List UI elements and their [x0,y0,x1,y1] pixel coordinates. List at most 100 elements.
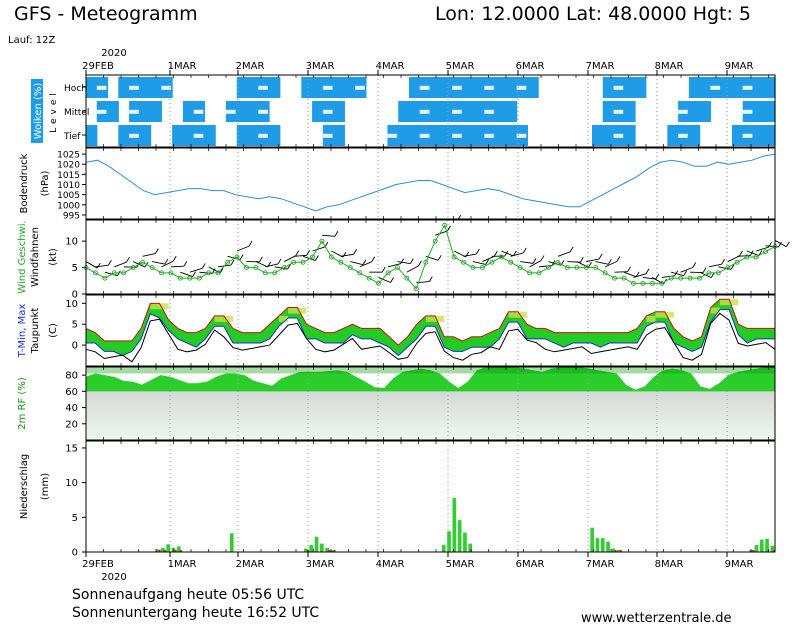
wind-point [432,238,438,244]
source-link[interactable]: www.wetterzentrale.de [581,611,731,625]
cloud-cell [473,125,485,146]
precip-bar [590,527,594,552]
cloud-gap [678,133,688,138]
precip-bar-snow [752,550,755,552]
date-label-top: 4MAR [376,61,405,72]
wind-point [734,259,740,265]
wind-barb-flag [201,263,206,269]
sunset-text: Sonnenuntergang heute 16:52 UTC [72,605,319,621]
wind-barb-flag [107,260,112,266]
cloud-cell [699,77,712,98]
cloud-cell [764,101,776,122]
wind-barb [142,253,156,257]
precip-bar-snow [179,550,182,552]
cloud-gap [258,85,268,90]
wind-barb [312,246,326,252]
date-label-top: 9MAR [725,61,754,72]
precip-bar [468,543,473,552]
precip-bar [611,548,616,552]
pressure-series-line [85,153,776,212]
wind-barb-flag [295,250,300,256]
wind-barb [576,261,589,268]
pressure-tick-label: 1000 [57,201,80,211]
wind-barb [340,253,354,257]
cloud-cell [247,77,259,98]
cloud-gap [419,85,430,90]
precip-bar-snow [614,550,617,552]
wind-point [697,275,702,281]
wind-tick-label: 0 [72,290,78,301]
cloud-gap [742,133,753,138]
wind-barb-flag [785,241,790,247]
wind-point [583,265,589,271]
panel-frame [85,294,776,367]
date-label-top: 7MAR [586,61,615,72]
cloud-cell [204,125,216,146]
cloud-gap [193,109,204,114]
chart-title: GFS - Meteogramm [14,3,198,25]
wind-point [630,280,636,286]
wind-barb-flag [645,268,650,275]
cloud-cell [602,101,615,122]
precip-unit-label: (mm) [40,473,51,500]
panel-frame [85,147,776,220]
cloud-level-label: Hoch [64,84,87,94]
wind-point [215,270,221,276]
cloud-cell [118,125,130,146]
temp-peak [278,315,289,322]
wind-barb-flag [172,255,177,262]
wind-barb [350,261,363,266]
wind-barb [387,263,401,268]
wind-barb-flag [390,277,394,283]
cloud-cell [764,77,776,98]
wind-point [725,265,731,271]
wind-barb [510,252,524,257]
cloud-cell [688,77,701,98]
pressure-tick-label: 1020 [57,161,80,171]
wind-point [385,270,391,276]
wind-point [338,259,344,265]
cloud-gap [258,133,268,138]
wind-barb-flag [371,256,376,263]
wind-barb [378,277,391,283]
date-label-bottom: 29FEB [82,559,114,570]
precip-bar-snow [164,550,166,552]
wind-barb-flag [314,255,319,261]
wind-point [489,259,495,265]
cloud-cell [172,125,184,146]
wind-axis-label: Wind Geschwi. [17,220,28,293]
cloud-gap [710,85,721,90]
cloud-cell [495,77,507,98]
cloud-cell [462,77,475,98]
sunrise-text: Sonnenaufgang heute 05:56 UTC [72,587,304,603]
wind-point [244,265,249,271]
wind-barb [265,263,279,268]
wind-point [404,275,410,281]
hum-tick-label: 40 [65,403,78,414]
pressure-axis-label: Bodendruck [19,153,30,213]
wind-barb-flag [230,259,235,266]
wind-point [366,275,372,281]
wind-barb-flag [342,251,347,258]
cloud-gap [484,133,495,138]
temp-peak [719,299,730,306]
temp-peak [297,307,307,314]
wind-barb [114,261,127,268]
wind-barb [170,265,184,268]
cloud-cell [635,77,647,98]
temp-axis-label: T-Min, Max [17,304,28,359]
wind-barb-flag [306,250,310,256]
precip-panel: 0 5 10 15 Niederschlag (mm) [19,441,776,559]
date-label-top: 8MAR [655,61,684,72]
wind-point [121,270,127,276]
wind-point [527,270,533,276]
cloud-cell [495,125,507,146]
precip-bar [770,545,775,552]
wind-point [555,259,561,265]
tmax-line [85,298,775,346]
wind-barb-flag [730,264,735,270]
cloud-cell [505,101,518,122]
cloud-cell [150,77,162,98]
wind-barb [161,260,174,268]
cloud-cell [473,101,485,122]
